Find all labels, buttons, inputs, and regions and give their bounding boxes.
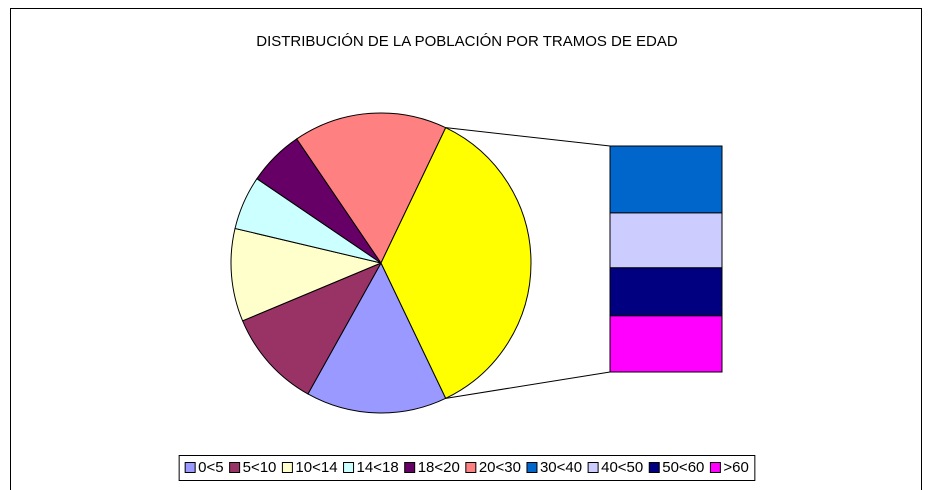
chart-title: DISTRIBUCIÓN DE LA POBLACIÓN POR TRAMOS … — [256, 33, 678, 50]
legend-swatch — [587, 462, 599, 473]
bar-segment — [609, 212, 723, 269]
legend-label: 50<60 — [662, 459, 704, 476]
legend-label: 14<18 — [357, 459, 399, 476]
legend-swatch — [648, 462, 660, 473]
legend-swatch — [709, 462, 721, 473]
legend-label: 20<30 — [479, 459, 521, 476]
connector-line — [445, 127, 611, 147]
pie-slice — [230, 227, 383, 322]
legend-swatch — [343, 462, 355, 473]
pie-slice — [241, 261, 383, 395]
legend-label: 18<20 — [418, 459, 460, 476]
legend-label: 5<10 — [243, 459, 277, 476]
pie-slice — [307, 261, 447, 414]
legend-label: 10<14 — [295, 459, 337, 476]
legend-swatch — [465, 462, 477, 473]
legend-label: 40<50 — [601, 459, 643, 476]
connector-line — [445, 371, 611, 399]
bar-segment — [609, 145, 723, 214]
legend-swatch — [404, 462, 416, 473]
pie-other-slice — [380, 127, 532, 399]
legend-label: >60 — [723, 459, 748, 476]
legend-swatch — [229, 462, 241, 473]
legend-label: 30<40 — [540, 459, 582, 476]
bar-segment — [609, 267, 723, 317]
pie-slice — [295, 112, 447, 265]
legend-label: 0<5 — [198, 459, 223, 476]
legend-swatch — [526, 462, 538, 473]
legend-swatch — [184, 462, 196, 473]
bar-segment — [609, 315, 723, 373]
legend-swatch — [281, 462, 293, 473]
